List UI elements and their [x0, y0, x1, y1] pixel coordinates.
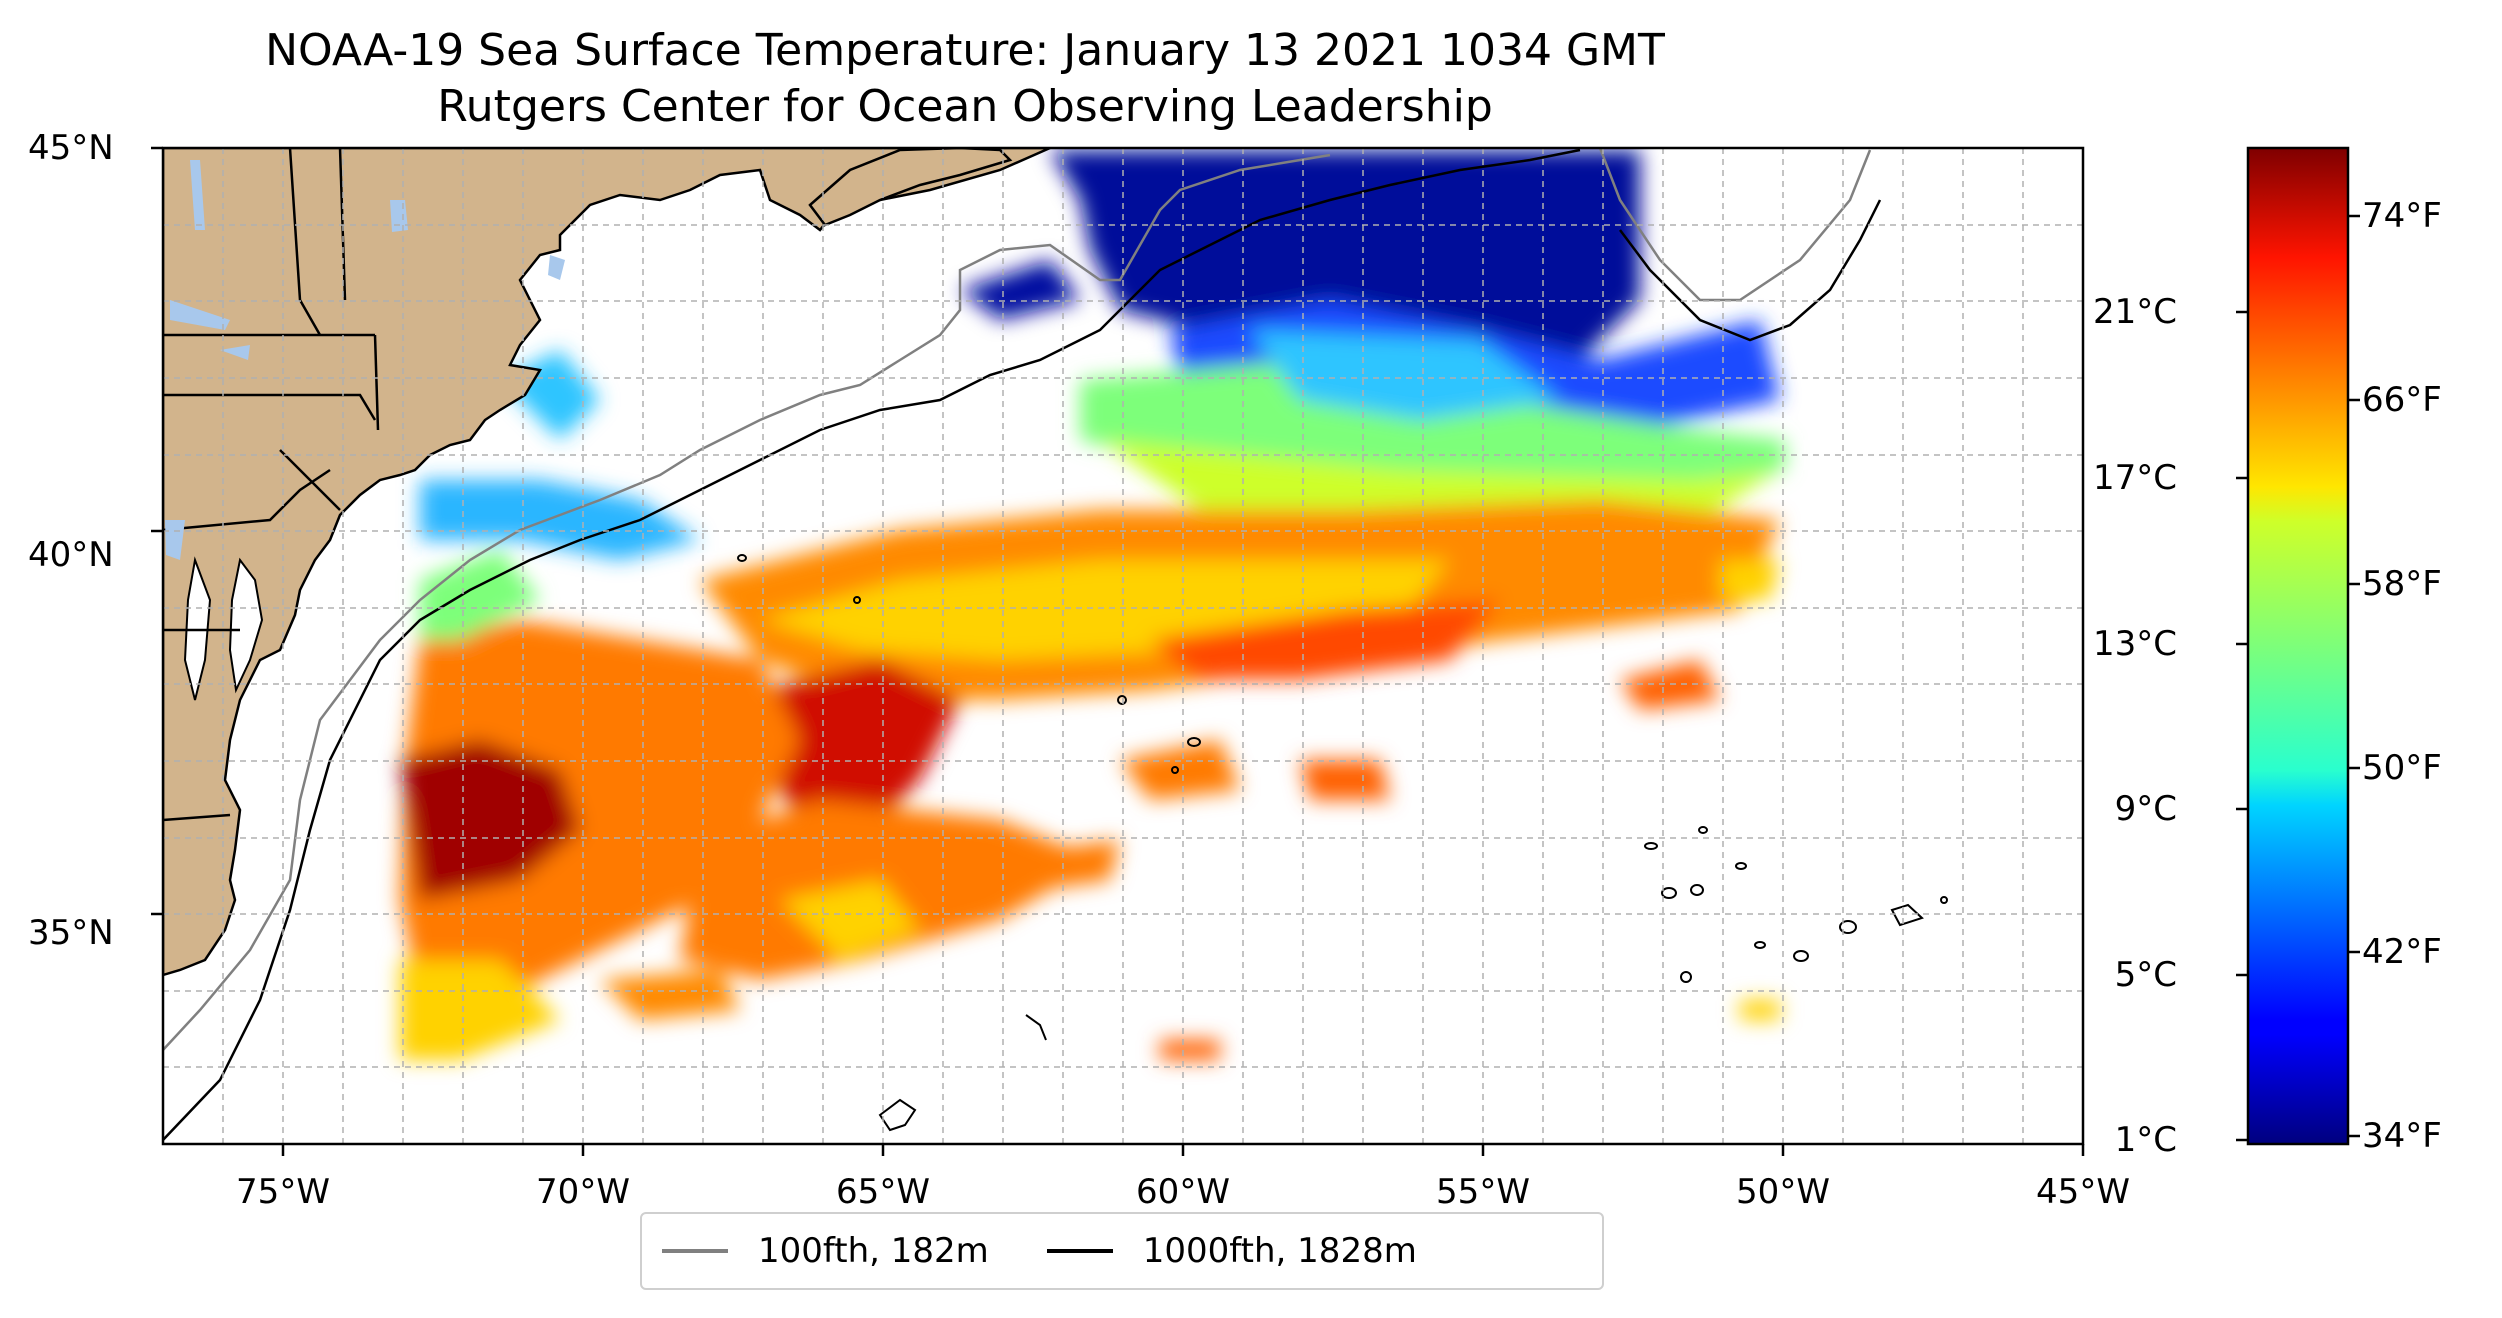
map-content [163, 148, 1948, 1141]
lat-label-35n: 35°N [28, 913, 114, 953]
legend-line-grey [662, 1249, 728, 1253]
legend: 100fth, 182m 1000fth, 1828m [640, 1212, 1604, 1290]
lon-label-75w: 75°W [236, 1172, 330, 1212]
lon-label-45w: 45°W [2036, 1172, 2130, 1212]
lon-label-60w: 60°W [1136, 1172, 1230, 1212]
map-title: NOAA-19 Sea Surface Temperature: January… [265, 25, 1665, 76]
lat-label-40n: 40°N [28, 535, 114, 575]
lat-label-45n: 45°N [28, 128, 114, 168]
colorbar-label-c: 21°C [2092, 292, 2177, 332]
legend-label: 1000fth, 1828m [1142, 1231, 1417, 1271]
state-borders [163, 148, 380, 822]
colorbar-label-c: 13°C [2092, 624, 2177, 664]
colorbar-label-f: 34°F [2362, 1116, 2442, 1156]
contour-100fth [163, 148, 1872, 1051]
legend-item-1000fth: 1000fth, 1828m [1046, 1231, 1417, 1271]
land [163, 148, 1051, 977]
colorbar-label-f: 42°F [2362, 932, 2442, 972]
seamounts [737, 554, 1948, 1132]
map-subtitle: Rutgers Center for Ocean Observing Leade… [437, 81, 1493, 132]
lakes [165, 160, 565, 560]
legend-label: 100fth, 182m [758, 1231, 989, 1271]
colorbar-label-f: 58°F [2362, 564, 2442, 604]
colorbar-label-f: 50°F [2362, 748, 2442, 788]
axis-ticks [151, 146, 2085, 1156]
colorbar-label-c: 5°C [2114, 955, 2177, 995]
colorbar-label-f: 66°F [2362, 380, 2442, 420]
colorbar-label-c: 17°C [2092, 458, 2177, 498]
colorbar-ticks [2236, 214, 2360, 1142]
lon-label-55w: 55°W [1436, 1172, 1530, 1212]
colorbar-label-f: 74°F [2362, 196, 2442, 236]
lon-label-70w: 70°W [536, 1172, 630, 1212]
colorbar-label-c: 9°C [2114, 789, 2177, 829]
sst-data [400, 150, 1785, 1060]
graticule [163, 148, 2083, 1144]
colorbar-label-c: 1°C [2114, 1120, 2177, 1160]
legend-line-black [1046, 1249, 1113, 1253]
lon-label-50w: 50°W [1736, 1172, 1830, 1212]
lon-label-65w: 65°W [836, 1172, 930, 1212]
contour-1000fth [163, 148, 1882, 1141]
map-frame [161, 146, 2085, 1146]
legend-item-100fth: 100fth, 182m [662, 1231, 989, 1271]
colorbar [2246, 146, 2350, 1146]
